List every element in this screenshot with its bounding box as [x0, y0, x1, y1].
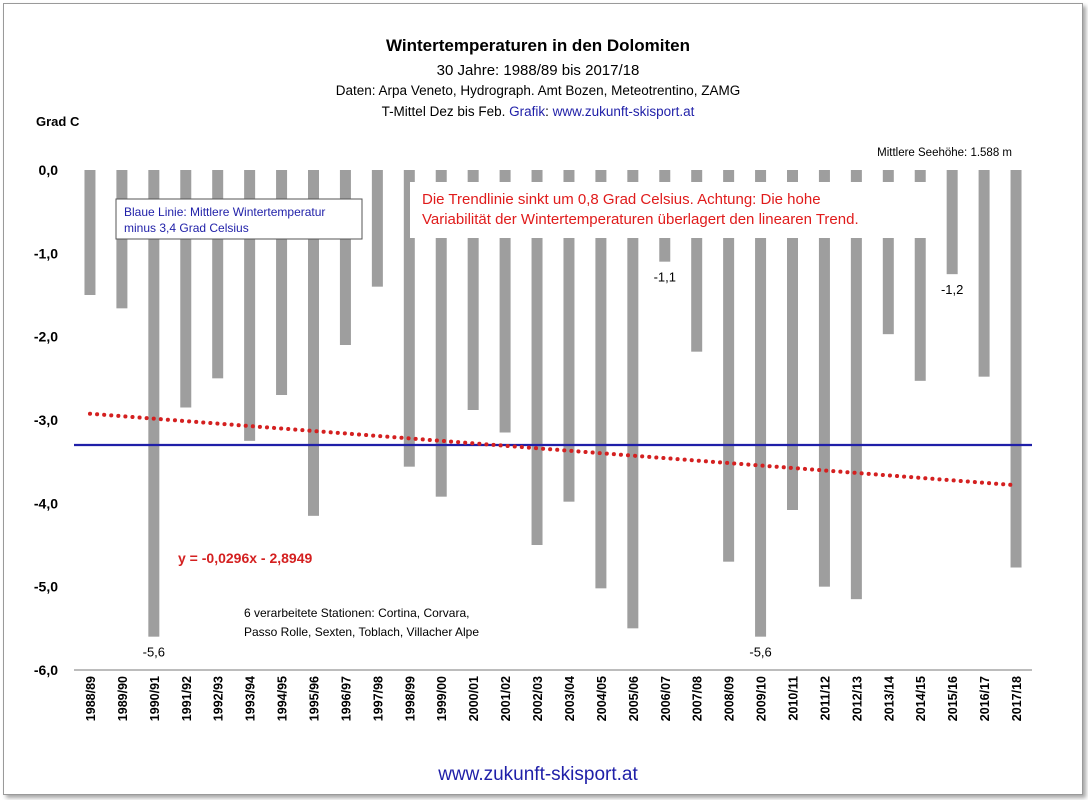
- x-tick-label: 2012/13: [850, 676, 864, 721]
- x-tick-label: 1998/99: [403, 676, 417, 721]
- x-tick-label: 2004/05: [595, 676, 609, 721]
- x-tick-label: 1990/91: [148, 676, 162, 721]
- y-tick-label: -4,0: [34, 495, 58, 511]
- bar: [914, 170, 926, 381]
- x-tick-label: 2011/12: [818, 676, 832, 721]
- bar: [1010, 170, 1022, 568]
- y-tick-label: -5,0: [34, 579, 58, 595]
- bar: [180, 170, 192, 408]
- bar: [787, 170, 798, 510]
- bar: [84, 170, 96, 295]
- x-tick-label: 1994/95: [276, 676, 290, 721]
- trend-note-line-2: Variabilität der Wintertemperaturen über…: [422, 211, 859, 228]
- x-tick-label: 1999/00: [435, 676, 449, 721]
- x-tick-label: 2003/04: [563, 676, 577, 721]
- bar: [691, 170, 703, 352]
- stations-note-line-1: 6 verarbeitete Stationen: Cortina, Corva…: [244, 606, 469, 620]
- bar: [339, 170, 351, 345]
- legend-box-line-1: Blaue Linie: Mittlere Wintertemperatur: [124, 205, 325, 219]
- x-tick-label: 2000/01: [467, 676, 481, 721]
- x-tick-label: 2007/08: [691, 676, 705, 721]
- bar: [818, 170, 830, 587]
- bar: [435, 170, 447, 497]
- data-label: -5,6: [749, 645, 771, 660]
- trend-note-line-1: Die Trendlinie sinkt um 0,8 Grad Celsius…: [422, 191, 821, 208]
- bar: [244, 170, 256, 441]
- data-label: -1,1: [654, 270, 676, 285]
- x-tick-label: 2005/06: [627, 676, 641, 721]
- x-tick-label: 1995/96: [308, 676, 322, 721]
- legend-box: [115, 198, 363, 240]
- trend-line: [87, 411, 1019, 488]
- y-axis-label: Grad C: [36, 114, 80, 129]
- x-tick-label: 2013/14: [882, 676, 896, 721]
- x-tick-label: 1991/92: [180, 676, 194, 721]
- chart-subtitle-3: T-Mittel Dez bis Feb. Grafik: www.zukunf…: [382, 104, 695, 119]
- x-tick-label: 2016/17: [978, 676, 992, 721]
- bar: [563, 170, 575, 502]
- chart-title: Wintertemperaturen in den Dolomiten: [386, 36, 690, 55]
- subtitle-3-prefix: T-Mittel Dez bis Feb.: [382, 104, 510, 119]
- y-tick-label: 0,0: [39, 162, 59, 178]
- bar: [882, 170, 894, 335]
- elevation-note: Mittlere Seehöhe: 1.588 m: [877, 147, 1012, 159]
- subtitle-3-url[interactable]: www.zukunft-skisport.at: [552, 104, 695, 119]
- footer-url[interactable]: www.zukunft-skisport.at: [437, 764, 638, 785]
- bar: [371, 170, 383, 287]
- x-tick-label: 2006/07: [659, 676, 673, 721]
- bar: [850, 170, 862, 600]
- chart-subtitle-2: Daten: Arpa Veneto, Hydrograph. Amt Boze…: [336, 83, 740, 98]
- x-tick-label: 1993/94: [244, 676, 258, 721]
- x-tick-label: 2008/09: [723, 676, 737, 721]
- x-tick-label: 1997/98: [371, 676, 385, 721]
- bar: [946, 170, 958, 275]
- bar: [595, 170, 607, 589]
- y-tick-label: -3,0: [34, 412, 58, 428]
- x-tick-label: 1996/97: [339, 676, 353, 721]
- x-tick-label: 2014/15: [914, 676, 928, 721]
- stations-note-line-2: Passo Rolle, Sexten, Toblach, Villacher …: [244, 625, 479, 639]
- bar: [978, 170, 990, 377]
- subtitle-3-sep: :: [545, 104, 553, 119]
- trend-note-background: [410, 182, 932, 238]
- bar: [308, 170, 319, 516]
- bar: [467, 170, 479, 410]
- bar: [276, 170, 288, 395]
- y-tick-label: -6,0: [34, 662, 58, 678]
- subtitle-3-grafik: Grafik: [509, 104, 545, 119]
- x-tick-label: 2009/10: [755, 676, 769, 721]
- bar: [723, 170, 735, 562]
- bar: [212, 170, 224, 379]
- legend-box-line-2: minus 3,4 Grad Celsius: [124, 221, 249, 235]
- y-tick-label: -2,0: [34, 329, 58, 345]
- bar: [148, 170, 160, 637]
- x-tick-label: 1992/93: [212, 676, 226, 721]
- y-tick-label: -1,0: [34, 245, 58, 261]
- data-label: -1,2: [941, 282, 963, 297]
- data-label: -5,6: [143, 645, 165, 660]
- chart-subtitle-1: 30 Jahre: 1988/89 bis 2017/18: [437, 62, 640, 79]
- x-tick-label: 2015/16: [946, 676, 960, 721]
- bar: [531, 170, 543, 545]
- x-tick-label: 2002/03: [531, 676, 545, 721]
- trend-equation: y = -0,0296x - 2,8949: [178, 550, 312, 566]
- bar: [627, 170, 639, 629]
- bar: [755, 170, 767, 637]
- x-tick-label: 1989/90: [116, 676, 130, 721]
- x-tick-label: 2010/11: [787, 676, 801, 721]
- x-tick-label: 2001/02: [499, 676, 513, 721]
- bar: [499, 170, 511, 433]
- x-tick-label: 1988/89: [84, 676, 98, 721]
- x-tick-label: 2017/18: [1010, 676, 1024, 721]
- bar: [403, 170, 415, 467]
